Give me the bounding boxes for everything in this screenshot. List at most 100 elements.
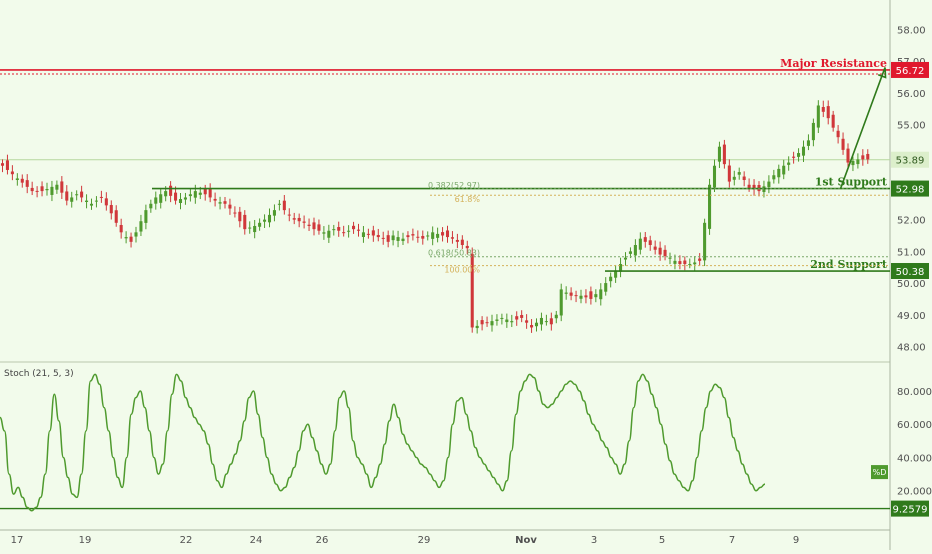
candle[interactable]: [292, 212, 296, 225]
candle[interactable]: [258, 218, 262, 231]
candle[interactable]: [114, 205, 118, 227]
candle[interactable]: [737, 167, 741, 180]
candle[interactable]: [421, 230, 425, 245]
candle[interactable]: [772, 169, 776, 184]
candle[interactable]: [401, 232, 405, 245]
candle[interactable]: [801, 140, 806, 162]
candle[interactable]: [841, 132, 845, 155]
candle[interactable]: [342, 225, 346, 237]
candle[interactable]: [614, 264, 618, 283]
candle[interactable]: [787, 156, 791, 171]
candle[interactable]: [154, 191, 158, 210]
candle[interactable]: [831, 110, 835, 132]
candle[interactable]: [653, 240, 657, 255]
candle[interactable]: [643, 232, 647, 248]
candle[interactable]: [248, 221, 252, 234]
candle[interactable]: [272, 204, 276, 222]
candle[interactable]: [792, 151, 796, 164]
price-pane[interactable]: Major Resistance 1st Support 2nd Support 0.…: [0, 57, 890, 334]
candle[interactable]: [698, 253, 702, 266]
candle[interactable]: [510, 314, 514, 328]
candle[interactable]: [658, 241, 662, 261]
candle[interactable]: [599, 283, 603, 306]
candle[interactable]: [663, 245, 667, 261]
candle[interactable]: [144, 204, 148, 230]
candle[interactable]: [782, 159, 786, 180]
candle[interactable]: [683, 256, 687, 271]
candle[interactable]: [99, 190, 103, 203]
candle[interactable]: [727, 159, 731, 188]
candle[interactable]: [45, 182, 49, 196]
candle[interactable]: [693, 256, 697, 271]
candle[interactable]: [223, 196, 227, 209]
candle[interactable]: [183, 192, 187, 205]
candle[interactable]: [806, 134, 810, 151]
candle[interactable]: [169, 181, 173, 203]
candle[interactable]: [836, 125, 840, 144]
candle[interactable]: [678, 255, 682, 270]
candle[interactable]: [485, 316, 489, 327]
candle[interactable]: [188, 189, 192, 202]
candle[interactable]: [50, 180, 54, 202]
candle[interactable]: [821, 100, 825, 118]
candle[interactable]: [70, 191, 74, 208]
candle[interactable]: [584, 289, 588, 304]
candle[interactable]: [811, 118, 815, 147]
candle[interactable]: [436, 227, 440, 243]
candle[interactable]: [569, 287, 573, 301]
candle[interactable]: [470, 247, 474, 333]
candle[interactable]: [20, 174, 24, 188]
candle[interactable]: [213, 192, 217, 207]
candle[interactable]: [327, 224, 331, 243]
candle[interactable]: [475, 320, 479, 334]
candle[interactable]: [25, 174, 29, 194]
candle[interactable]: [15, 173, 19, 186]
candle[interactable]: [638, 232, 642, 255]
candle[interactable]: [416, 230, 420, 243]
candle[interactable]: [797, 148, 801, 162]
candle[interactable]: [609, 272, 613, 288]
candle[interactable]: [515, 311, 519, 326]
candle[interactable]: [233, 206, 237, 218]
candle[interactable]: [767, 175, 771, 194]
candle[interactable]: [75, 190, 79, 201]
candle[interactable]: [218, 196, 222, 210]
candle[interactable]: [777, 164, 781, 184]
candle[interactable]: [352, 221, 356, 234]
candle[interactable]: [55, 180, 59, 194]
stoch-d-line[interactable]: [0, 373, 766, 512]
candle[interactable]: [445, 225, 450, 243]
candle[interactable]: [732, 170, 736, 186]
candle[interactable]: [356, 223, 361, 237]
candle[interactable]: [85, 194, 89, 209]
candle[interactable]: [312, 217, 316, 236]
candle[interactable]: [159, 187, 163, 209]
candle[interactable]: [648, 235, 652, 251]
candle[interactable]: [119, 218, 123, 239]
candle[interactable]: [866, 149, 870, 164]
candle[interactable]: [208, 183, 212, 203]
candle[interactable]: [322, 226, 326, 240]
candle[interactable]: [60, 176, 64, 200]
candle[interactable]: [253, 219, 257, 239]
candle[interactable]: [40, 181, 44, 197]
candle[interactable]: [717, 141, 721, 168]
candle[interactable]: [480, 316, 484, 331]
candle[interactable]: [525, 314, 529, 329]
candle[interactable]: [856, 153, 860, 169]
candle[interactable]: [500, 313, 504, 325]
candle[interactable]: [574, 290, 578, 303]
candle[interactable]: [623, 252, 628, 266]
candle[interactable]: [174, 186, 178, 205]
candle[interactable]: [441, 227, 445, 242]
candle[interactable]: [465, 240, 469, 255]
candle[interactable]: [712, 159, 717, 192]
candle[interactable]: [297, 213, 301, 228]
candle[interactable]: [228, 198, 232, 215]
candle[interactable]: [520, 310, 524, 323]
candle[interactable]: [277, 199, 281, 211]
candle[interactable]: [594, 289, 598, 303]
candle[interactable]: [376, 228, 380, 242]
candle[interactable]: [124, 231, 128, 244]
